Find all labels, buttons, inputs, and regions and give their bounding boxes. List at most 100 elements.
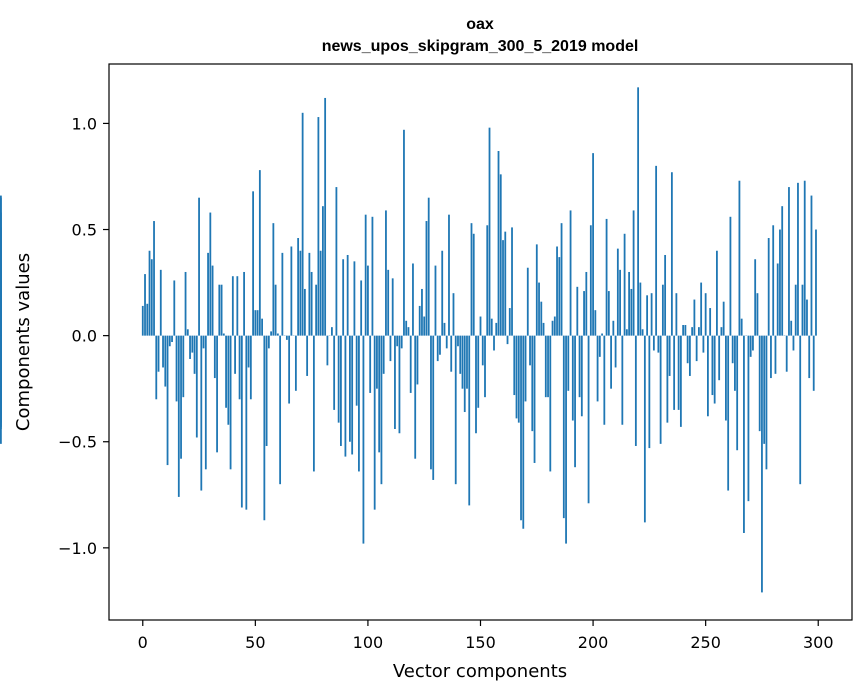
bar-82 [326, 335, 329, 366]
bar-292 [799, 335, 802, 485]
bar-47 [247, 335, 250, 368]
bar-160 [502, 240, 504, 336]
bar-205 [603, 335, 606, 425]
bar-201 [594, 310, 597, 336]
bar-116 [403, 129, 405, 336]
bar-282 [776, 263, 779, 336]
bar-13 [171, 335, 173, 342]
bar-207 [607, 291, 610, 336]
bar-24 [195, 335, 198, 438]
bar-10 [164, 335, 167, 387]
bar-102 [371, 216, 374, 336]
bar-165 [513, 335, 516, 396]
bar-34 [218, 284, 221, 336]
bar-198 [587, 335, 590, 504]
bar-128 [430, 335, 432, 470]
bar-192 [574, 335, 576, 468]
bar-257 [720, 327, 723, 336]
bar-224 [646, 295, 649, 336]
bar-61 [279, 335, 282, 485]
bar-228 [655, 165, 658, 336]
bar-195 [580, 335, 583, 417]
bar-121 [414, 335, 417, 459]
bar-90 [344, 335, 347, 457]
bar-84 [331, 327, 333, 336]
bar-117 [405, 320, 408, 336]
bar-267 [743, 335, 745, 533]
bar-146 [470, 223, 473, 336]
bar-25 [198, 197, 200, 336]
bar-8 [159, 269, 162, 336]
bar-239 [679, 335, 682, 427]
bar-255 [716, 250, 718, 336]
bar-264 [736, 335, 739, 451]
bar-156 [493, 335, 495, 351]
bar-259 [725, 335, 727, 421]
bar-78 [317, 117, 320, 336]
bar-241 [684, 325, 687, 336]
bar-11 [166, 335, 169, 466]
bar-284 [781, 206, 784, 336]
bar-179 [544, 335, 547, 398]
bar-210 [614, 335, 617, 368]
bar-143 [463, 335, 466, 413]
bar-260 [727, 335, 730, 491]
bar-149 [477, 335, 480, 408]
bar-136 [448, 214, 450, 336]
bar-169 [522, 335, 525, 529]
bar-281 [774, 335, 777, 374]
bar-73 [306, 335, 309, 376]
bar-51 [256, 310, 259, 336]
bar-235 [670, 172, 673, 336]
bar-280 [772, 225, 775, 336]
bar-81 [324, 97, 327, 336]
bar-107 [382, 335, 385, 374]
bar-18 [182, 335, 185, 398]
bar-253 [711, 335, 714, 396]
bar-254 [713, 335, 716, 404]
bar-69 [297, 238, 300, 336]
bar-288 [790, 320, 793, 336]
bar-182 [551, 320, 554, 336]
bar-225 [648, 335, 651, 449]
bar-88 [340, 335, 342, 446]
bar-87 [337, 335, 340, 423]
bar-270 [749, 335, 752, 357]
bar-274 [758, 335, 761, 432]
x-axis-label: Vector components [393, 661, 567, 682]
bar-33 [216, 335, 218, 453]
bar-190 [569, 210, 572, 336]
bar-161 [504, 231, 507, 336]
bar-9 [162, 335, 164, 368]
bar-164 [511, 227, 513, 336]
bar-151 [481, 335, 484, 366]
bar-125 [423, 316, 426, 336]
bar-16 [177, 335, 180, 497]
bar-168 [520, 335, 522, 521]
bar-162 [506, 335, 509, 345]
bar-277 [765, 335, 768, 470]
bar-278 [767, 238, 770, 336]
bar-199 [589, 225, 592, 336]
bar-1 [144, 274, 146, 336]
bar-32 [213, 335, 216, 379]
bar-211 [616, 248, 619, 336]
bar-53 [261, 318, 263, 336]
bar-153 [486, 225, 489, 336]
bar-142 [461, 335, 464, 389]
plot-frame [108, 63, 853, 621]
bar-94 [353, 261, 356, 336]
bar-233 [666, 335, 669, 423]
bar-122 [416, 335, 419, 385]
bar-184 [556, 246, 558, 336]
bar-283 [779, 229, 781, 336]
bar-101 [369, 335, 372, 393]
bar-213 [621, 335, 624, 425]
bar-221 [639, 282, 642, 336]
x-tick-label: 300 [803, 633, 834, 652]
bar-272 [754, 259, 757, 336]
bar-240 [682, 325, 685, 336]
bar-141 [459, 335, 462, 374]
bar-17 [180, 335, 182, 459]
bar-27 [202, 335, 205, 349]
